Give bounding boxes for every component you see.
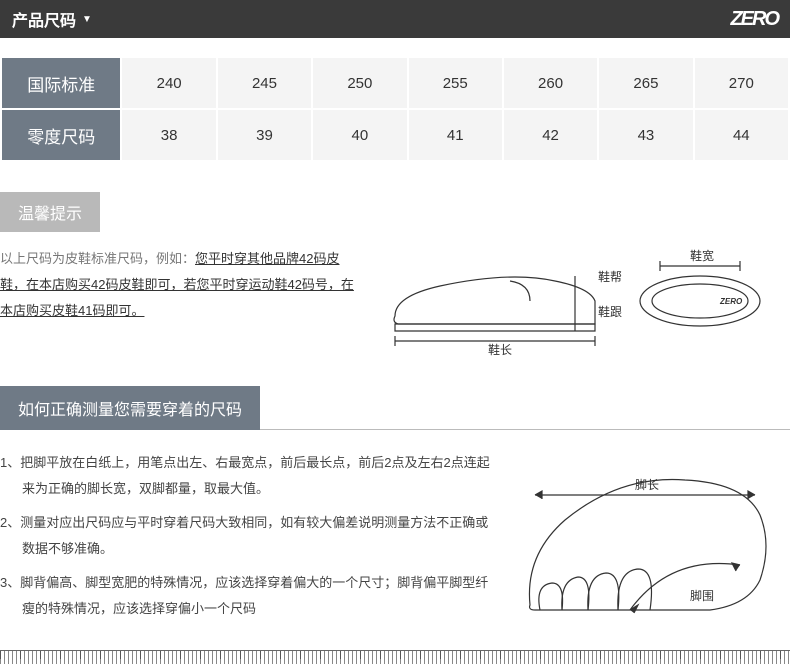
table-cell: 40 [312,109,407,161]
step-item: 1、把脚平放在白纸上，用笔点出左、右最宽点，前后最长点，前后2点及左右2点连起来… [0,450,500,502]
table-cell: 42 [503,109,598,161]
ruler-decoration [0,650,790,664]
step-item: 3、脚背偏高、脚型宽肥的特殊情况，应该选择穿着偏大的一个尺寸；脚背偏平脚型纤瘦的… [0,570,500,622]
brand-logo: ZERO [730,8,778,31]
table-cell: 41 [408,109,503,161]
row-label: 国际标准 [1,57,121,109]
steps-row: 1、把脚平放在白纸上，用笔点出左、右最宽点，前后最长点，前后2点及左右2点连起来… [0,450,790,630]
table-cell: 245 [217,57,312,109]
shoe-diagram: 鞋帮 鞋跟 鞋长 鞋宽 ZERO [360,246,790,356]
shoe-length-label: 鞋长 [488,342,512,356]
foot-girth-label: 脚围 [690,588,714,603]
table-cell: 240 [121,57,216,109]
tip-text: 以上尺码为皮鞋标准尺码，例如：您平时穿其他品牌42码皮鞋，在本店购买42码皮鞋即… [0,246,360,324]
foot-diagram: 脚长 脚围 [500,450,790,630]
step-text: 脚背偏高、脚型宽肥的特殊情况，应该选择穿着偏大的一个尺寸；脚背偏平脚型纤瘦的特殊… [20,575,488,616]
table-cell: 265 [598,57,693,109]
table-cell: 38 [121,109,216,161]
step-item: 2、测量对应出尺码应与平时穿着尺码大致相同，如有较大偏差说明测量方法不正确或数据… [0,510,500,562]
table-cell: 260 [503,57,598,109]
table-cell: 44 [694,109,789,161]
tip-text-plain: 以上尺码为皮鞋标准尺码，例如： [0,251,195,266]
header-title-text: 产品尺码 [12,7,76,31]
how-badge: 如何正确测量您需要穿着的尺码 [0,386,260,430]
table-cell: 255 [408,57,503,109]
table-row: 国际标准 240 245 250 255 260 265 270 [1,57,789,109]
chevron-down-icon: ▼ [82,14,92,25]
table-cell: 250 [312,57,407,109]
tip-row: 以上尺码为皮鞋标准尺码，例如：您平时穿其他品牌42码皮鞋，在本店购买42码皮鞋即… [0,246,790,356]
steps-list: 1、把脚平放在白纸上，用笔点出左、右最宽点，前后最长点，前后2点及左右2点连起来… [0,450,500,630]
tip-badge: 温馨提示 [0,192,100,232]
table-cell: 39 [217,109,312,161]
table-row: 零度尺码 38 39 40 41 42 43 44 [1,109,789,161]
size-table: 国际标准 240 245 250 255 260 265 270 零度尺码 38… [0,56,790,162]
shoe-width-label: 鞋宽 [690,248,714,263]
sole-brand: ZERO [719,297,743,306]
shoe-heel-label: 鞋跟 [598,304,622,319]
foot-length-label: 脚长 [635,477,659,492]
step-text: 测量对应出尺码应与平时穿着尺码大致相同，如有较大偏差说明测量方法不正确或数据不够… [20,515,488,556]
table-cell: 43 [598,109,693,161]
header-bar: 产品尺码 ▼ ZERO [0,0,790,38]
header-title: 产品尺码 ▼ [12,7,92,31]
step-text: 把脚平放在白纸上，用笔点出左、右最宽点，前后最长点，前后2点及左右2点连起来为正… [20,455,489,496]
table-cell: 270 [694,57,789,109]
row-label: 零度尺码 [1,109,121,161]
shoe-upper-label: 鞋帮 [598,269,622,284]
